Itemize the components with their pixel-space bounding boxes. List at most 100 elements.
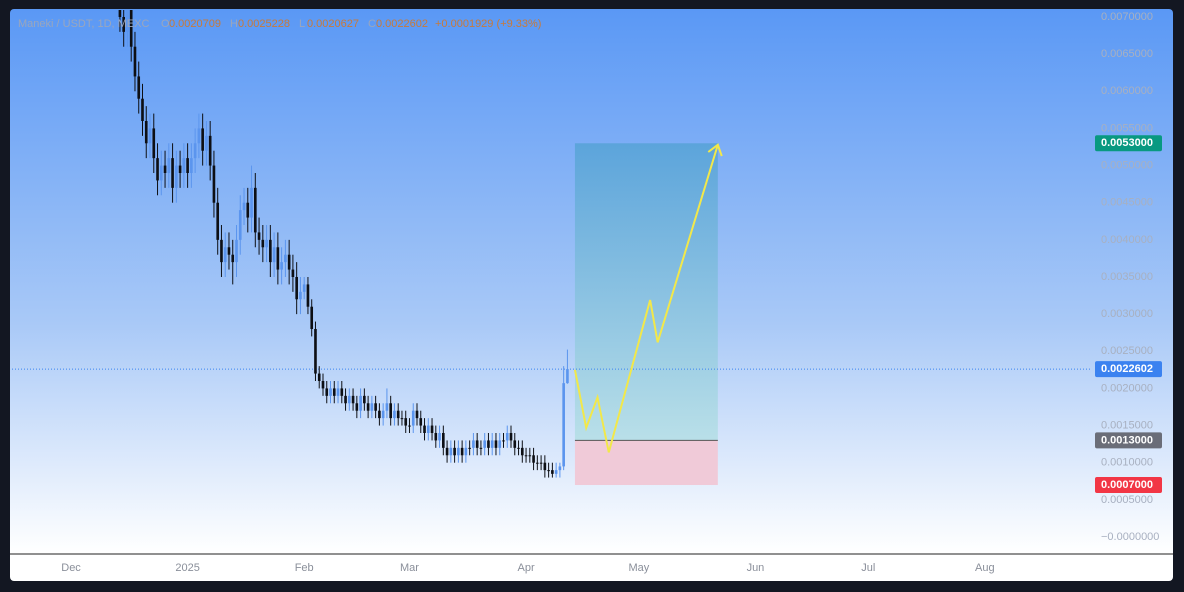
candle-body — [396, 410, 400, 419]
candle-body — [351, 395, 355, 404]
candle-body — [502, 440, 505, 442]
candle-body — [419, 418, 423, 426]
price-tag-label: 0.0013000 — [1101, 434, 1153, 446]
candle-body — [520, 447, 524, 456]
candle-body — [426, 425, 430, 433]
candle-body — [329, 388, 332, 396]
candle-body — [171, 158, 174, 188]
candle-body — [430, 425, 434, 433]
candle-body — [302, 284, 306, 292]
candle-body — [517, 447, 520, 449]
candle-body — [400, 418, 404, 420]
legend-value: 0.0022602 — [376, 18, 428, 30]
candle-body — [438, 432, 441, 441]
y-tick-label: 0.0035000 — [1101, 271, 1153, 283]
candle-body — [197, 128, 201, 144]
candle-body — [250, 187, 253, 218]
candle-body — [287, 254, 291, 270]
legend-value: 0.0020709 — [169, 18, 221, 30]
candle-body — [299, 291, 302, 300]
y-tick-label: 0.0025000 — [1101, 345, 1153, 357]
legend-change: +0.0001929 (+9.33%) — [435, 18, 541, 30]
candle-body — [272, 247, 276, 263]
candle-body — [411, 410, 415, 426]
candle-body — [257, 232, 261, 240]
candle-body — [280, 262, 283, 270]
candle-body — [276, 247, 280, 270]
candle-body — [227, 247, 231, 255]
candle-body — [205, 135, 208, 151]
y-tick-label: 0.0010000 — [1101, 457, 1153, 469]
candle-body — [434, 432, 438, 441]
candle-body — [363, 395, 366, 404]
candle-body — [118, 10, 122, 17]
y-tick-label: 0.0055000 — [1101, 122, 1153, 134]
candle-body — [381, 410, 385, 419]
candle-body — [178, 165, 182, 173]
candle-body — [253, 187, 257, 233]
candle-body — [347, 395, 351, 404]
candle-body — [487, 440, 490, 448]
candle-body — [141, 98, 144, 121]
candle-body — [562, 383, 565, 467]
candle-body — [261, 239, 265, 248]
candle-body — [460, 447, 464, 456]
candle-body — [505, 432, 509, 441]
position-loss — [574, 440, 718, 485]
candle-body — [314, 328, 317, 374]
candle-body — [359, 395, 362, 411]
candle-body — [208, 135, 212, 166]
candle-body — [295, 276, 298, 300]
candle-body — [513, 440, 517, 448]
y-tick-label: 0.0045000 — [1101, 197, 1153, 209]
candle-body — [355, 403, 359, 411]
candle-body — [291, 269, 295, 277]
legend-label: C — [368, 18, 376, 30]
x-tick-label: Jun — [747, 562, 765, 574]
candle-body — [423, 425, 426, 433]
candle-body — [558, 466, 562, 471]
y-tick-label: −0.0000000 — [1101, 531, 1159, 543]
candle-body — [415, 410, 419, 419]
candle-body — [551, 470, 554, 474]
y-tick-label: 0.0015000 — [1101, 419, 1153, 431]
candle-body — [321, 380, 325, 389]
legend-value: 0.0020627 — [307, 18, 359, 30]
candle-body — [490, 440, 494, 448]
candle-body — [246, 202, 250, 218]
candle-body — [137, 76, 141, 99]
candle-body — [152, 128, 156, 159]
price-tag — [1095, 135, 1162, 152]
candle-body — [269, 239, 272, 263]
position-profit — [574, 143, 718, 441]
candle-body — [223, 247, 227, 263]
candle-body — [235, 239, 238, 263]
legend-label: O — [161, 18, 170, 30]
candle-body — [494, 440, 498, 448]
candle-body — [265, 239, 268, 248]
candle-body — [133, 46, 137, 77]
candle-body — [231, 254, 235, 263]
projection-arrowhead — [707, 143, 723, 157]
candle-body — [310, 306, 314, 329]
price-tag-label: 0.0053000 — [1101, 137, 1153, 149]
candle-body — [509, 432, 513, 441]
candle-body — [472, 440, 475, 448]
projection-line — [573, 144, 719, 453]
y-tick-label: 0.0005000 — [1101, 494, 1153, 506]
candle-body — [144, 120, 148, 144]
candle-body — [483, 440, 487, 448]
candle-body — [374, 403, 377, 411]
candle-body — [479, 447, 483, 449]
candle-body — [442, 432, 445, 448]
candle-body — [317, 373, 321, 381]
candle-body — [336, 388, 340, 396]
price-tag — [1095, 476, 1162, 493]
y-tick-label: 0.0030000 — [1101, 308, 1153, 320]
candle-body — [201, 128, 204, 151]
legend-label: H — [230, 18, 238, 30]
candle-body — [159, 165, 163, 181]
candle-body — [408, 425, 411, 427]
candle-body — [163, 165, 167, 173]
